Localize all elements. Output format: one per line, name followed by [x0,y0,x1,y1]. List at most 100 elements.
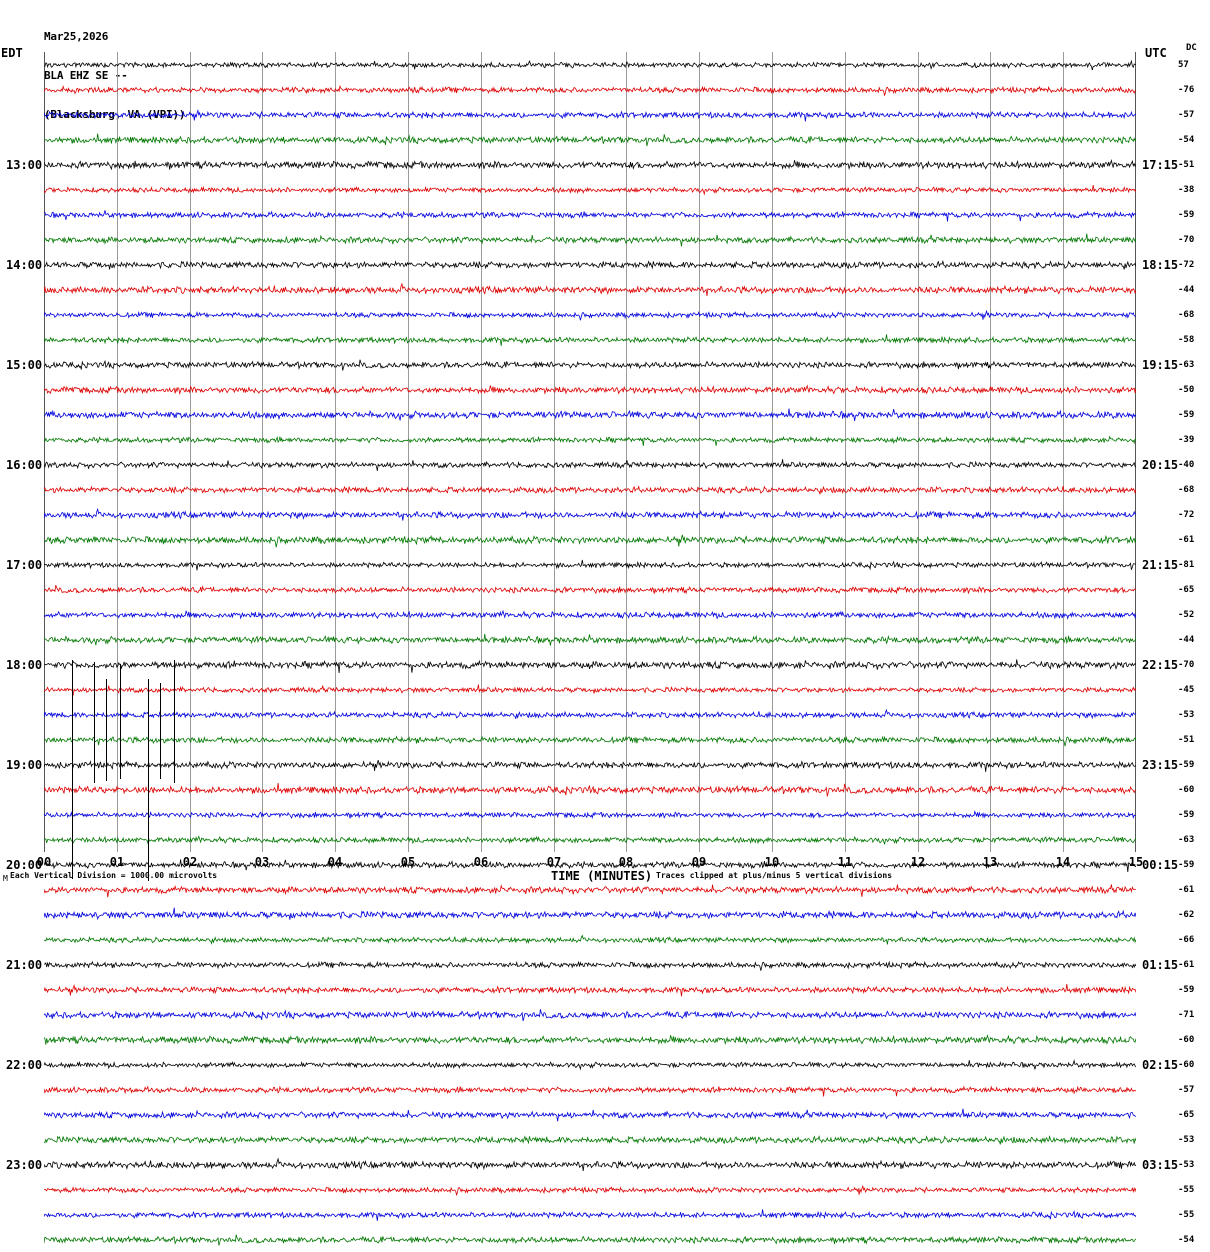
x-tick-label: 08 [618,855,634,869]
trace-line [44,1009,1136,1022]
trace-line [44,735,1136,747]
x-axis-title: TIME (MINUTES) [551,869,653,883]
minute-gridline [845,52,846,852]
dc-value: -55 [1178,1184,1195,1195]
dc-value: -60 [1178,1059,1195,1070]
trace-row [44,977,1136,1002]
trace-line [44,384,1136,396]
x-tick-label: 07 [546,855,562,869]
minute-gridline [44,52,45,852]
trace-line [44,1157,1136,1172]
dc-value: -68 [1178,484,1195,495]
x-tick-label: 10 [764,855,780,869]
trace-line [44,584,1136,595]
minute-gridline [990,52,991,852]
dc-value: -70 [1178,234,1195,245]
dc-value: -39 [1178,434,1195,445]
dc-value: -40 [1178,459,1195,470]
minute-gridline [1063,52,1064,852]
trace-row [44,477,1136,502]
x-tick-label: 06 [473,855,489,869]
dc-value: -61 [1178,959,1195,970]
left-time-tick: 19:00 [6,757,43,772]
left-time-tick: 14:00 [6,257,43,272]
trace-line [44,133,1136,147]
trace-line [44,59,1136,71]
left-time-tick: 16:00 [6,457,43,472]
clipped-spike [174,660,175,783]
minute-gridline [918,52,919,852]
dc-value: -44 [1178,284,1195,295]
trace-row [44,177,1136,202]
trace-row [44,127,1136,152]
trace-line [44,759,1136,772]
x-tick-label: 02 [182,855,198,869]
trace-row [44,652,1136,677]
dc-value: -68 [1178,309,1195,320]
left-time-tick: 21:00 [6,957,43,972]
dc-column-label: DC [1186,43,1197,53]
trace-line [44,359,1136,371]
dc-value: -53 [1178,1134,1195,1145]
clip-note: Traces clipped at plus/minus 5 vertical … [656,871,893,880]
dc-value: -71 [1178,1009,1195,1020]
x-tick-label: 09 [691,855,707,869]
trace-line [44,282,1136,297]
minute-gridline [554,52,555,852]
trace-line [44,84,1136,96]
trace-row [44,352,1136,377]
trace-line [44,1184,1136,1196]
trace-line [44,609,1136,620]
trace-row [44,302,1136,327]
trace-row [44,502,1136,527]
trace-line [44,408,1136,422]
trace-line [44,810,1136,820]
trace-row [44,277,1136,302]
trace-row [44,77,1136,102]
right-time-tick: 00:15 [1142,857,1179,872]
trace-row [44,1077,1136,1102]
dc-value: -65 [1178,1109,1195,1120]
dc-value: -38 [1178,184,1195,195]
minute-gridline [408,52,409,852]
trace-line [44,960,1136,971]
dc-value: -59 [1178,984,1195,995]
trace-row [44,152,1136,177]
dc-value: -61 [1178,534,1195,545]
trace-line [44,983,1136,997]
minute-gridline [626,52,627,852]
trace-line [44,1059,1136,1071]
trace-line [44,907,1136,921]
trace-row [44,402,1136,427]
right-time-tick: 01:15 [1142,957,1179,972]
dc-value: -59 [1178,759,1195,770]
trace-line [44,782,1136,797]
trace-line [44,1209,1136,1221]
trace-row [44,852,1136,877]
trace-line [44,1034,1136,1045]
trace-row [44,227,1136,252]
trace-line [44,1134,1136,1145]
trace-row [44,802,1136,827]
dc-value: -55 [1178,1209,1195,1220]
minute-gridline [190,52,191,852]
trace-line [44,534,1136,548]
trace-row [44,52,1136,77]
dc-value: -51 [1178,734,1195,745]
trace-line [44,708,1136,720]
dc-value: -59 [1178,859,1195,870]
right-time-tick: 21:15 [1142,557,1179,572]
minute-gridline [117,52,118,852]
dc-value: -57 [1178,1084,1195,1095]
trace-row [44,1002,1136,1027]
x-tick-label: 12 [910,855,926,869]
trace-row [44,327,1136,352]
trace-line [44,1234,1136,1246]
left-time-tick: 13:00 [6,157,43,172]
header-date: Mar25,2026 [44,30,109,43]
trace-row [44,252,1136,277]
right-time-tick: 02:15 [1142,1057,1179,1072]
dc-value: -52 [1178,609,1195,620]
trace-row [44,752,1136,777]
x-tick-label: 00 [36,855,52,869]
